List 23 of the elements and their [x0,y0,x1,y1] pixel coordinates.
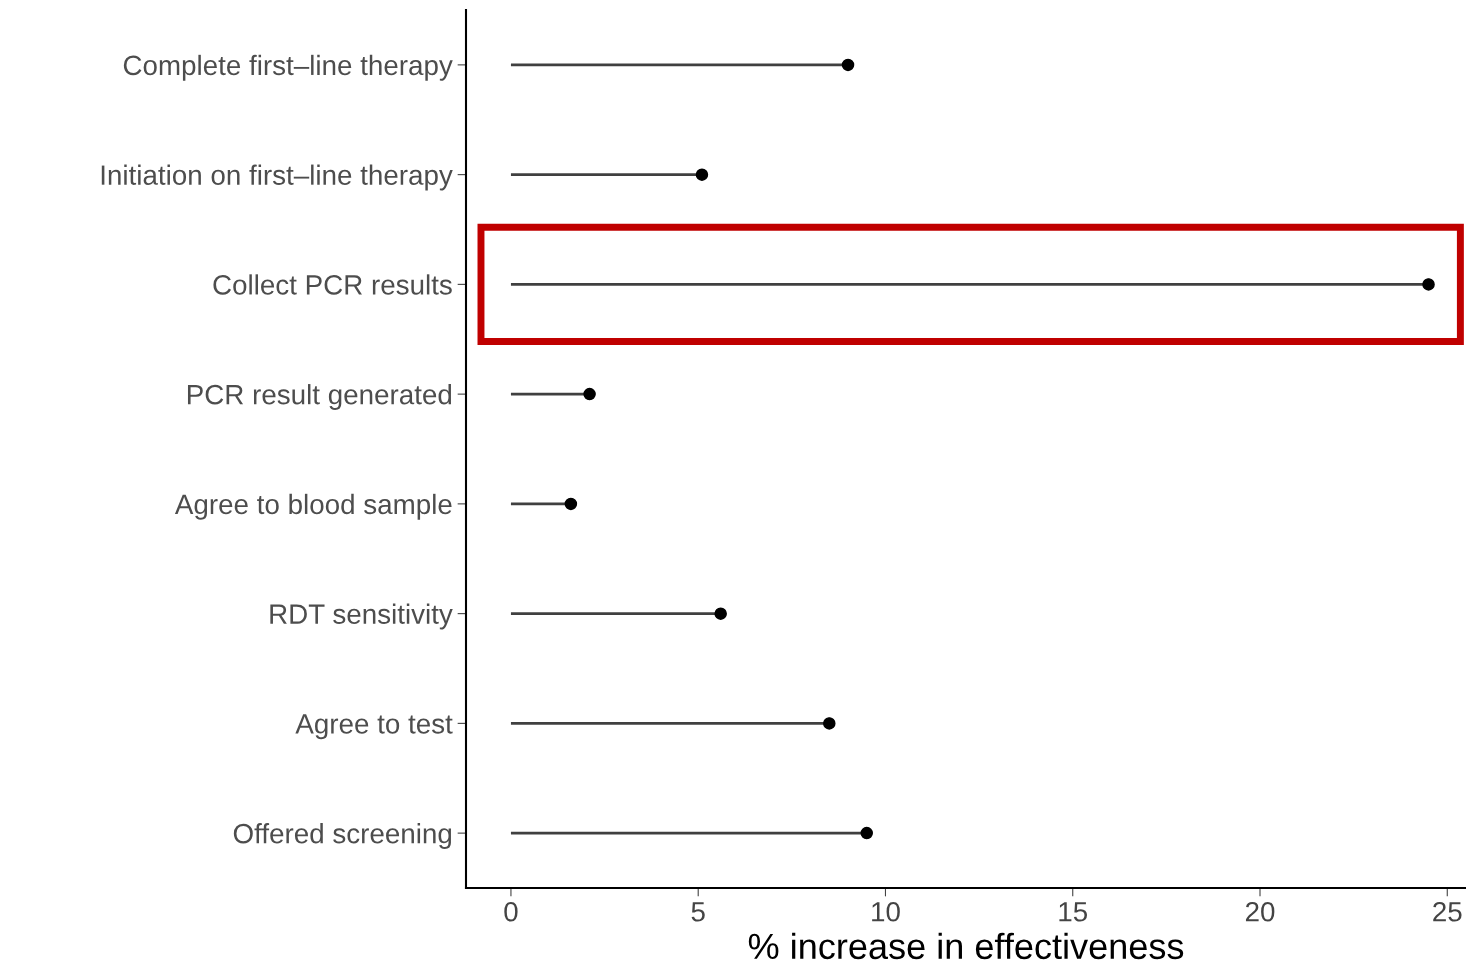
point [714,607,727,620]
point [823,717,836,730]
y-tick-label: Agree to blood sample [174,493,452,520]
point [1422,278,1435,291]
y-tick-label: PCR result generated [187,384,452,410]
y-tick-label: Complete first–line therapy [123,54,453,81]
y-tick-label: Agree to test [295,714,453,740]
x-tick-label: 5 [691,902,705,922]
point [564,497,578,511]
x-tick-label: 25 [1433,901,1462,922]
point [841,58,855,72]
x-tick-label: 20 [1245,901,1275,922]
y-tick-label: Collect PCR results [213,274,452,295]
x-tick-label: 10 [872,901,900,922]
y-tick-label: Offered screening [233,823,452,849]
x-tick-label: 0 [504,901,518,922]
point [860,826,873,840]
x-tick-label: 15 [1059,902,1088,922]
point [695,168,709,181]
point [583,387,596,401]
x-axis-title: % increase in effectiveness [748,932,1184,960]
y-tick-label: RDT sensitivity [270,603,453,630]
y-tick-label: Initiation on first–line therapy [101,164,453,191]
